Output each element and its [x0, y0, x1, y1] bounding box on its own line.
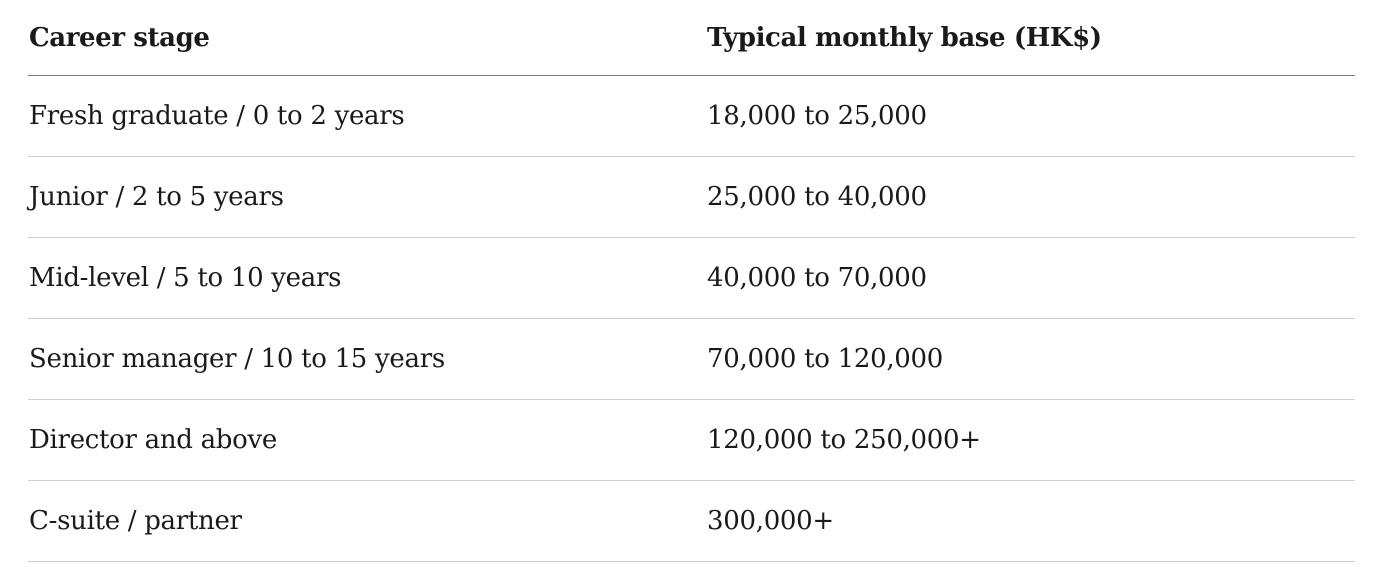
table-row: Senior manager / 10 to 15 years 70,000 t…	[28, 318, 1355, 400]
salary-table: Career stage Typical monthly base (HK$) …	[28, 0, 1355, 562]
career-stage-cell: Director and above	[28, 399, 706, 481]
monthly-base-cell: 70,000 to 120,000	[706, 318, 1355, 400]
career-stage-cell: Mid-level / 5 to 10 years	[28, 237, 706, 319]
table-row: Fresh graduate / 0 to 2 years 18,000 to …	[28, 75, 1355, 157]
salary-table-container: Career stage Typical monthly base (HK$) …	[28, 0, 1355, 562]
monthly-base-cell: 120,000 to 250,000+	[706, 399, 1355, 481]
table-row: C-suite / partner 300,000+	[28, 480, 1355, 562]
career-stage-cell: C-suite / partner	[28, 480, 706, 562]
monthly-base-cell: 25,000 to 40,000	[706, 156, 1355, 238]
career-stage-cell: Junior / 2 to 5 years	[28, 156, 706, 238]
column-header-career-stage: Career stage	[28, 0, 706, 76]
monthly-base-cell: 40,000 to 70,000	[706, 237, 1355, 319]
table-header-row: Career stage Typical monthly base (HK$)	[28, 0, 1355, 76]
monthly-base-cell: 18,000 to 25,000	[706, 75, 1355, 157]
career-stage-cell: Senior manager / 10 to 15 years	[28, 318, 706, 400]
career-stage-cell: Fresh graduate / 0 to 2 years	[28, 75, 706, 157]
table-row: Junior / 2 to 5 years 25,000 to 40,000	[28, 156, 1355, 238]
table-row: Director and above 120,000 to 250,000+	[28, 399, 1355, 481]
table-row: Mid-level / 5 to 10 years 40,000 to 70,0…	[28, 237, 1355, 319]
monthly-base-cell: 300,000+	[706, 480, 1355, 562]
column-header-monthly-base: Typical monthly base (HK$)	[706, 0, 1355, 76]
